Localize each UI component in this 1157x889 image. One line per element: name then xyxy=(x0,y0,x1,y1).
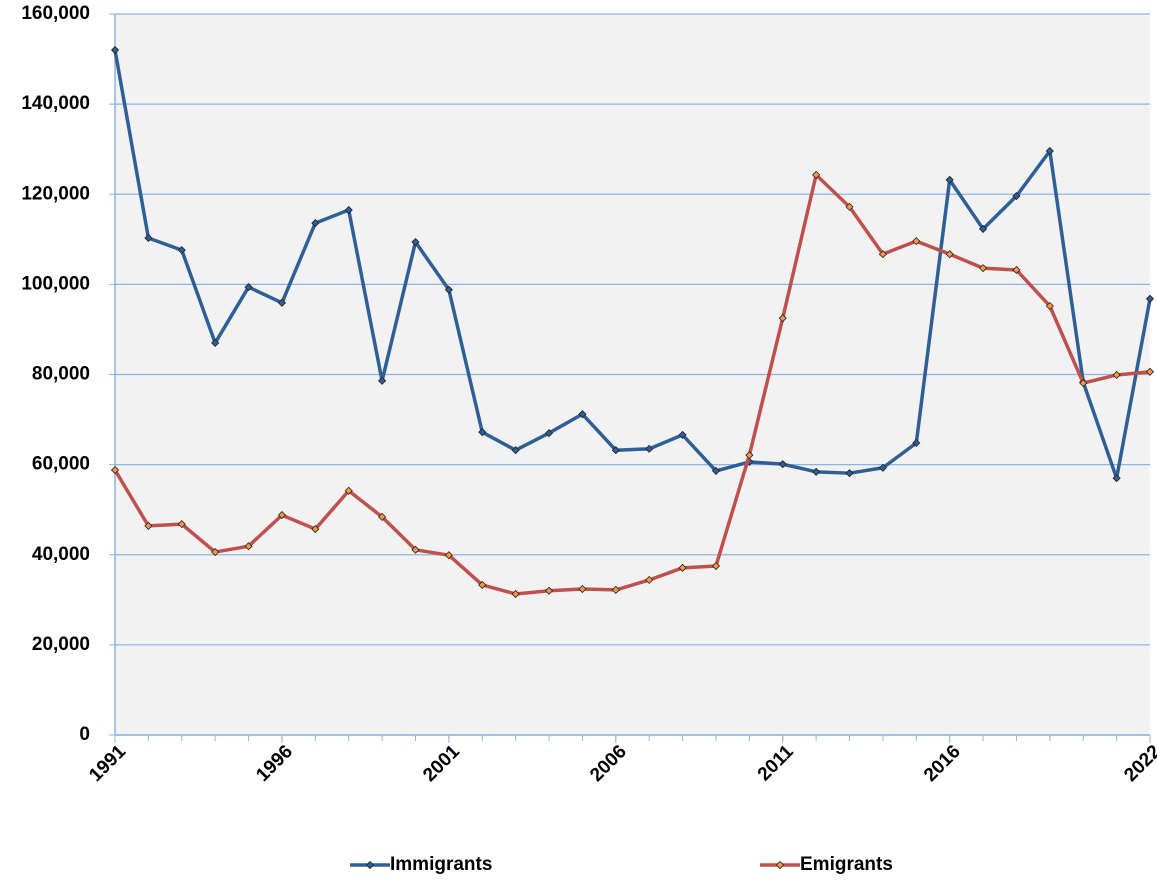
data-point xyxy=(912,237,921,246)
data-point xyxy=(945,175,954,184)
x-tick-label: 2006 xyxy=(586,741,631,786)
data-point xyxy=(878,463,887,472)
data-point xyxy=(1012,265,1021,275)
data-point xyxy=(678,563,687,572)
y-tick-label: 80,000 xyxy=(32,364,90,385)
legend-label: Immigrants xyxy=(390,854,492,875)
data-point xyxy=(978,224,988,234)
data-point xyxy=(778,460,787,469)
data-point xyxy=(845,469,854,478)
data-point xyxy=(277,511,287,520)
data-point xyxy=(411,237,420,247)
data-point xyxy=(344,486,353,495)
series-line xyxy=(113,173,1151,596)
data-point xyxy=(711,561,721,571)
data-point xyxy=(544,586,554,595)
data-point xyxy=(945,250,954,259)
data-point xyxy=(478,428,487,437)
data-point xyxy=(244,283,253,292)
data-point xyxy=(845,202,854,211)
legend-item: Emigrants xyxy=(760,854,893,875)
y-tick-label: 0 xyxy=(79,724,90,745)
data-point xyxy=(745,451,754,460)
series-line xyxy=(113,49,1152,480)
data-point xyxy=(411,545,420,554)
data-point xyxy=(244,542,253,551)
data-point xyxy=(544,429,554,438)
data-point xyxy=(1145,294,1155,303)
legend-label: Emigrants xyxy=(800,854,893,875)
y-tick-label: 160,000 xyxy=(21,3,90,24)
data-point xyxy=(478,580,487,590)
data-point xyxy=(978,264,988,273)
data-point xyxy=(110,465,120,475)
x-tick-label: 1996 xyxy=(252,741,297,786)
data-point xyxy=(511,446,520,455)
data-point xyxy=(1145,367,1155,376)
y-tick-label: 60,000 xyxy=(32,454,90,475)
data-point xyxy=(378,512,387,521)
data-point xyxy=(878,250,887,259)
data-point xyxy=(1112,474,1121,483)
data-point xyxy=(611,446,620,455)
data-point xyxy=(177,520,186,529)
data-point xyxy=(311,524,320,534)
data-point xyxy=(277,298,287,307)
data-point xyxy=(1112,370,1121,380)
data-point xyxy=(812,467,821,476)
data-point xyxy=(177,246,186,255)
data-point xyxy=(144,233,153,243)
y-tick-label: 100,000 xyxy=(21,273,90,294)
data-point xyxy=(578,410,587,419)
data-point xyxy=(711,466,721,475)
x-tick-label: 2011 xyxy=(754,741,798,785)
data-point xyxy=(311,219,320,228)
y-tick-label: 140,000 xyxy=(21,93,90,114)
data-point xyxy=(378,376,387,385)
x-tick-label: 1991 xyxy=(85,741,130,786)
data-point xyxy=(344,205,353,215)
data-point xyxy=(1012,191,1021,201)
data-point xyxy=(645,575,654,585)
y-tick-label: 120,000 xyxy=(21,183,90,204)
data-point xyxy=(645,444,654,453)
data-point xyxy=(578,584,587,594)
y-tick-label: 20,000 xyxy=(32,634,90,655)
data-point xyxy=(444,551,453,560)
x-tick-label: 2001 xyxy=(419,741,464,786)
data-point xyxy=(211,338,220,348)
data-point xyxy=(211,547,220,557)
data-point xyxy=(778,314,787,323)
data-point xyxy=(1079,378,1088,388)
data-point xyxy=(1045,301,1054,311)
data-point xyxy=(444,285,453,294)
legend-marker xyxy=(365,860,375,870)
data-point xyxy=(144,521,153,530)
data-point xyxy=(912,438,921,448)
data-point xyxy=(110,45,120,55)
data-point xyxy=(678,430,687,439)
x-tick-label: 2016 xyxy=(920,741,965,786)
data-point xyxy=(812,170,821,179)
x-tick-label: 2022 xyxy=(1120,741,1157,786)
legend-item: Immigrants xyxy=(350,854,492,875)
data-point xyxy=(1045,146,1054,156)
y-tick-label: 40,000 xyxy=(32,544,90,565)
legend-marker xyxy=(775,860,785,870)
data-point xyxy=(611,585,620,594)
data-point xyxy=(511,589,520,599)
